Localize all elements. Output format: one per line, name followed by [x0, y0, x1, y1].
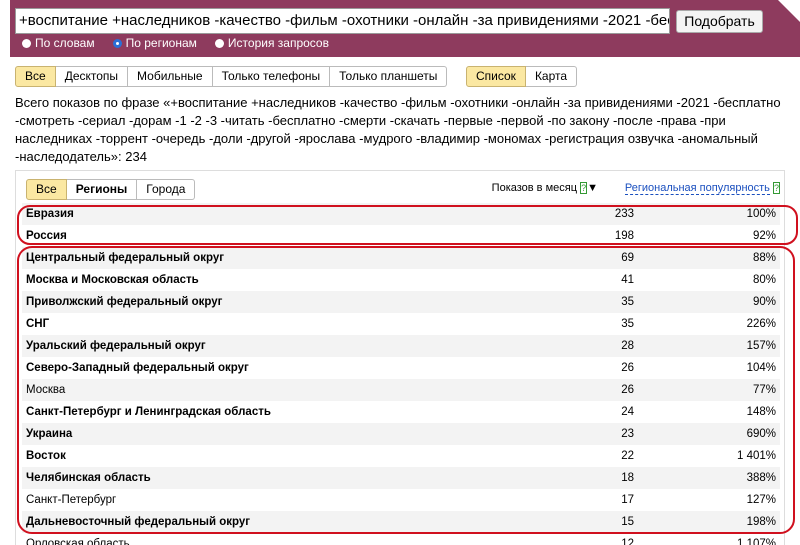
- shows-count: 26: [621, 384, 634, 396]
- popularity: 127%: [746, 494, 776, 506]
- shows-count: 18: [621, 472, 634, 484]
- shows-count: 35: [621, 296, 634, 308]
- shows-count: 41: [621, 274, 634, 286]
- region-name[interactable]: Северо-Западный федеральный округ: [26, 362, 249, 374]
- region-name[interactable]: Санкт-Петербург и Ленинградская область: [26, 406, 271, 418]
- table-row: Москва 26 77%: [22, 379, 780, 401]
- shows-count: 15: [621, 516, 634, 528]
- mode-label: История запросов: [227, 36, 329, 50]
- table-row: Приволжский федеральный округ 35 90%: [22, 291, 780, 313]
- shows-count: 69: [621, 252, 634, 264]
- popularity: 88%: [752, 252, 776, 264]
- shows-count: 233: [614, 208, 634, 220]
- popularity: 100%: [746, 208, 776, 220]
- table-row: Восток 22 1 401%: [22, 445, 780, 467]
- tab[interactable]: Только телефоны: [212, 66, 331, 87]
- region-name[interactable]: Челябинская область: [26, 472, 151, 484]
- shows-count: 24: [621, 406, 634, 418]
- mode-radios: По словам По регионам История запросов: [22, 36, 329, 50]
- shows-count: 22: [621, 450, 634, 462]
- table-row: Москва и Московская область 41 80%: [22, 269, 780, 291]
- tab[interactable]: Города: [137, 179, 196, 200]
- radio: [22, 39, 31, 48]
- mode-label: По словам: [35, 36, 95, 50]
- shows-count: 198: [614, 230, 634, 242]
- region-name[interactable]: Центральный федеральный округ: [26, 252, 225, 264]
- shows-count: 26: [621, 362, 634, 374]
- popularity: 148%: [746, 406, 776, 418]
- tab[interactable]: Десктопы: [55, 66, 129, 87]
- search-button[interactable]: Подобрать: [676, 10, 763, 33]
- tab[interactable]: Все: [26, 179, 67, 200]
- tab[interactable]: Регионы: [66, 179, 138, 200]
- table-row: Уральский федеральный округ 28 157%: [22, 335, 780, 357]
- table-row: СНГ 35 226%: [22, 313, 780, 335]
- popularity: 92%: [752, 230, 776, 242]
- popularity: 157%: [746, 340, 776, 352]
- table-tabs: Все Регионы Города: [26, 179, 196, 200]
- table-row: Дальневосточный федеральный округ 15 198%: [22, 511, 780, 533]
- table-row: Орловская область 12 1 107%: [22, 533, 780, 545]
- summary-text: Всего показов по фразе «+воспитание +нас…: [15, 95, 781, 164]
- popularity: 90%: [752, 296, 776, 308]
- region-name[interactable]: Дальневосточный федеральный округ: [26, 516, 251, 528]
- mode-option[interactable]: По словам: [22, 36, 95, 50]
- tab[interactable]: Список: [466, 66, 526, 87]
- table-row: Евразия 233 100%: [22, 203, 780, 225]
- popularity: 104%: [746, 362, 776, 374]
- shows-count: 35: [621, 318, 634, 330]
- popularity: 1 107%: [736, 538, 776, 545]
- table-row: Санкт-Петербург 17 127%: [22, 489, 780, 511]
- search-input[interactable]: +воспитание +наследников -качество -филь…: [15, 8, 670, 34]
- region-name[interactable]: Евразия: [26, 208, 74, 220]
- popularity: 226%: [746, 318, 776, 330]
- shows-count: 28: [621, 340, 634, 352]
- popularity-header[interactable]: Региональная популярность ?: [624, 182, 780, 195]
- region-name[interactable]: Россия: [26, 230, 67, 242]
- popularity: 388%: [746, 472, 776, 484]
- region-name[interactable]: Орловская область: [26, 538, 130, 545]
- region-name[interactable]: Приволжский федеральный округ: [26, 296, 223, 308]
- region-name[interactable]: Санкт-Петербург: [26, 494, 117, 506]
- shows-count: 12: [621, 538, 634, 545]
- table-row: Санкт-Петербург и Ленинградская область 2…: [22, 401, 780, 423]
- popularity: 77%: [752, 384, 776, 396]
- popularity: 80%: [752, 274, 776, 286]
- table-row: Украина 23 690%: [22, 423, 780, 445]
- table-row: Центральный федеральный округ 69 88%: [22, 247, 780, 269]
- shows-count: 17: [621, 494, 634, 506]
- tab[interactable]: Все: [15, 66, 56, 87]
- tab[interactable]: Только планшеты: [330, 66, 448, 87]
- shows-header-text: Показов в месяц: [491, 182, 578, 194]
- region-name[interactable]: СНГ: [26, 318, 50, 330]
- radio: [112, 39, 122, 48]
- shows-header[interactable]: Показов в месяц ?▼: [491, 182, 598, 194]
- tab[interactable]: Карта: [525, 66, 578, 87]
- mode-label: По регионам: [125, 36, 197, 50]
- region-name[interactable]: Москва: [26, 384, 66, 396]
- region-name[interactable]: Москва и Московская область: [26, 274, 199, 286]
- shows-count: 23: [621, 428, 634, 440]
- popularity: 198%: [746, 516, 776, 528]
- table-row: Челябинская область 18 388%: [22, 467, 780, 489]
- region-name[interactable]: Украина: [26, 428, 73, 440]
- table-row: Северо-Западный федеральный округ 26 104%: [22, 357, 780, 379]
- mode-option[interactable]: По регионам: [112, 36, 197, 50]
- popularity-header-text: Региональная популярность: [624, 182, 770, 195]
- regions-table: Все Регионы Города Показов в месяц ?▼ Реги…: [15, 170, 785, 545]
- radio: [214, 39, 224, 48]
- region-name[interactable]: Восток: [26, 450, 66, 462]
- region-name[interactable]: Уральский федеральный округ: [26, 340, 206, 352]
- popularity: 690%: [746, 428, 776, 440]
- popularity: 1 401%: [736, 450, 776, 462]
- tab[interactable]: Мобильные: [128, 66, 213, 87]
- mode-option[interactable]: История запросов: [214, 36, 329, 50]
- table-row: Россия 198 92%: [22, 225, 780, 247]
- device-tabs: Все Десктопы Мобильные Только телефоны Тольк…: [15, 66, 448, 87]
- view-tabs: Список Карта: [466, 66, 578, 87]
